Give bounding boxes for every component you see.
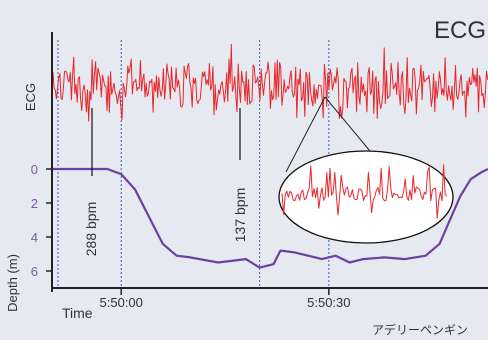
depth-ticks: 0 2 4 6 [31,162,52,279]
ecg-trace [52,43,488,122]
time-tick-label: 5:50:00 [100,295,143,310]
depth-line [52,167,488,269]
zoom-ellipse [278,150,454,244]
chart-title: ECG [434,17,486,44]
ecg-zoom-inset [278,96,454,244]
zoom-connector-right [324,96,371,152]
annotation-leaders [91,108,241,176]
time-tick-label: 5:50:30 [307,295,350,310]
depth-tick-label: 6 [31,264,38,279]
annotation-137-bpm: 137 bpm [232,188,248,242]
depth-tick-label: 4 [31,230,38,245]
annotation-288-bpm: 288 bpm [83,202,99,256]
depth-tick-label: 2 [31,196,38,211]
depth-axis-label: Depth (m) [5,254,20,312]
x-axis-label: Time [62,305,93,321]
footer-text: アデリーペンギン [372,322,468,337]
time-ticks: 5:50:00 5:50:30 [100,288,351,310]
zoomed-ecg-trace [281,164,448,219]
zoom-connector-left [285,96,326,173]
depth-tick-label: 0 [31,162,38,177]
ecg-series-label: ECG [23,83,38,111]
